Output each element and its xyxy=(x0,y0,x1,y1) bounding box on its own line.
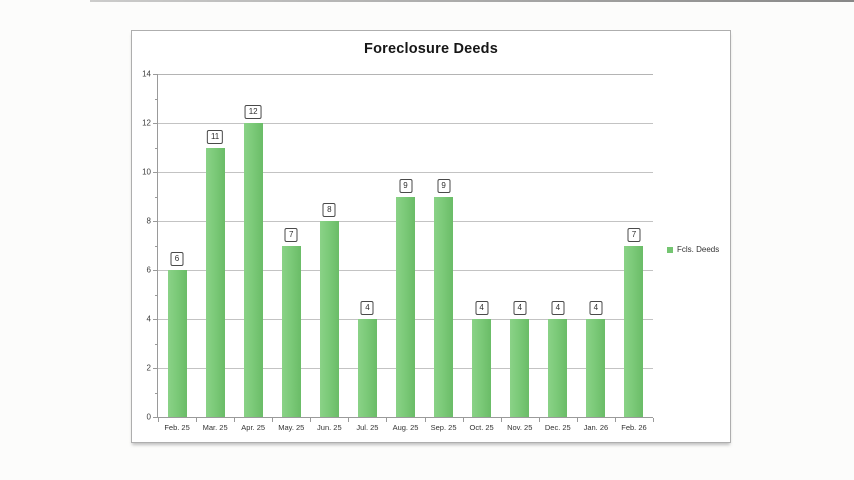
chart-frame: Foreclosure Deeds 0 2 4 6 8 10 12 14 6 Feb. 25 11 M… xyxy=(131,30,731,443)
bar-feb-26 xyxy=(624,245,644,417)
y-axis-minor-tick xyxy=(155,98,157,100)
y-axis-tick-label: 4 xyxy=(146,314,151,324)
x-axis-tick-label: May. 25 xyxy=(278,423,305,432)
bar-dec-25 xyxy=(548,319,568,417)
bar-jul-25 xyxy=(357,319,377,417)
bar-data-label: 8 xyxy=(322,203,336,217)
bar-data-label: 4 xyxy=(360,301,374,315)
bar-data-label: 4 xyxy=(589,301,603,315)
x-axis-tick xyxy=(614,418,616,422)
y-axis-tick-label: 0 xyxy=(146,412,151,422)
bar-may-25 xyxy=(281,245,301,417)
x-axis-line xyxy=(157,417,653,418)
bar-data-label: 9 xyxy=(437,178,451,193)
x-axis-tick-label: Nov. 25 xyxy=(507,423,533,432)
bar-aug-25 xyxy=(396,196,415,417)
bar-mar-25 xyxy=(205,147,225,417)
bar-nov-25 xyxy=(510,319,530,417)
y-axis-major-tick xyxy=(153,417,157,418)
x-axis-tick xyxy=(576,418,578,422)
y-axis-major-tick xyxy=(153,319,157,320)
x-axis-tick-label: Jul. 25 xyxy=(356,423,379,432)
x-axis-tick-label: Jun. 25 xyxy=(317,423,342,432)
bar-data-label: 4 xyxy=(551,301,565,315)
y-axis-major-tick xyxy=(153,368,157,369)
y-axis-minor-tick xyxy=(155,245,157,247)
scan-edge-artifact xyxy=(90,0,854,2)
bar-data-label: 7 xyxy=(284,227,298,242)
y-axis-tick-label: 2 xyxy=(146,363,151,373)
bar-sep-25 xyxy=(434,196,454,417)
y-axis-minor-tick xyxy=(155,196,157,198)
x-axis-tick-label: Oct. 25 xyxy=(469,423,494,432)
bar-data-label: 7 xyxy=(627,227,641,242)
bar-data-label: 12 xyxy=(244,105,262,119)
y-axis-minor-tick xyxy=(155,392,157,394)
x-axis-tick xyxy=(234,418,236,422)
y-axis-minor-tick xyxy=(155,147,157,149)
x-axis-tick-label: Jan. 26 xyxy=(583,423,609,432)
bar-apr-25 xyxy=(243,123,263,417)
x-axis-tick-label: Feb. 25 xyxy=(164,423,190,432)
y-axis-tick-label: 14 xyxy=(142,69,151,79)
legend-label: Fcls. Deeds xyxy=(677,245,720,254)
gridline-y-10 xyxy=(158,172,653,173)
x-axis-tick xyxy=(196,418,198,422)
bar-feb-25 xyxy=(167,270,187,417)
x-axis-tick-label: Feb. 26 xyxy=(621,423,647,432)
y-axis-tick-label: 6 xyxy=(146,265,151,275)
y-axis-minor-tick xyxy=(155,294,157,296)
y-axis-major-tick xyxy=(153,74,157,75)
y-axis-tick-label: 10 xyxy=(142,167,151,177)
x-axis-tick xyxy=(538,418,540,422)
y-axis-tick-label: 8 xyxy=(146,216,151,226)
x-axis-tick-label: Dec. 25 xyxy=(544,423,571,432)
legend-swatch-icon xyxy=(667,246,673,253)
bar-data-label: 11 xyxy=(206,129,224,144)
gridline-y-14 xyxy=(158,74,653,75)
x-axis-tick xyxy=(424,418,426,422)
gridline-y-12 xyxy=(158,123,653,124)
chart-title: Foreclosure Deeds xyxy=(364,41,498,57)
y-axis-major-tick xyxy=(153,270,157,271)
y-axis-major-tick xyxy=(153,123,157,124)
x-axis-tick-label: Apr. 25 xyxy=(241,423,266,432)
x-axis-tick xyxy=(348,418,350,422)
legend: Fcls. Deeds xyxy=(667,245,719,254)
bar-data-label: 6 xyxy=(170,252,184,266)
bar-data-label: 9 xyxy=(399,178,412,193)
y-axis-minor-tick xyxy=(155,343,157,345)
x-axis-tick xyxy=(653,418,654,422)
x-axis-tick-label: Sep. 25 xyxy=(430,423,457,432)
y-axis-tick-label: 12 xyxy=(142,118,151,128)
x-axis-tick xyxy=(158,418,159,422)
x-axis-tick xyxy=(500,418,502,422)
bar-oct-25 xyxy=(472,319,492,417)
bar-data-label: 4 xyxy=(513,301,527,315)
y-axis-major-tick xyxy=(153,221,157,222)
x-axis-tick-label: Aug. 25 xyxy=(392,423,419,432)
x-axis-tick xyxy=(462,418,464,422)
plot-area: 0 2 4 6 8 10 12 14 6 Feb. 25 11 Mar. 25 12 Apr. 25 7 Ma… xyxy=(142,70,654,432)
x-axis-tick xyxy=(272,418,274,422)
x-axis-tick xyxy=(310,418,312,422)
y-axis-line xyxy=(157,74,158,417)
x-axis-tick xyxy=(386,418,388,422)
bar-data-label: 4 xyxy=(475,301,489,315)
x-axis-tick-label: Mar. 25 xyxy=(202,423,228,432)
y-axis-major-tick xyxy=(153,172,157,173)
bar-jan-26 xyxy=(586,319,606,417)
bar-jun-25 xyxy=(319,221,339,417)
